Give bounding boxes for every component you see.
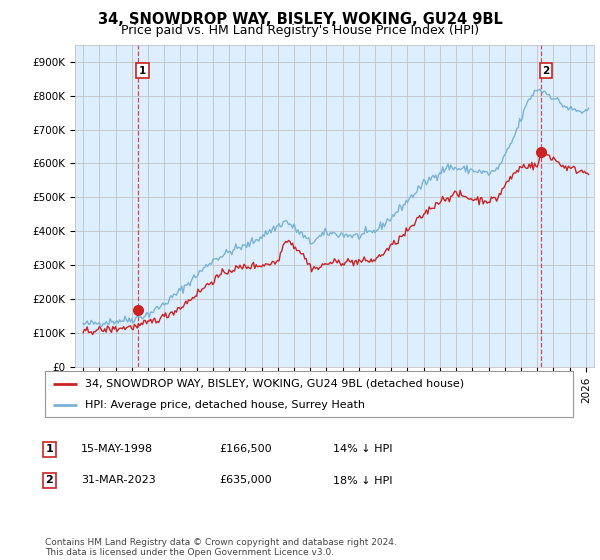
Text: £166,500: £166,500 (219, 444, 272, 454)
Text: £635,000: £635,000 (219, 475, 272, 486)
Text: 14% ↓ HPI: 14% ↓ HPI (333, 444, 392, 454)
Text: 2: 2 (542, 66, 550, 76)
Text: 1: 1 (46, 444, 53, 454)
Text: 15-MAY-1998: 15-MAY-1998 (81, 444, 153, 454)
Text: 34, SNOWDROP WAY, BISLEY, WOKING, GU24 9BL: 34, SNOWDROP WAY, BISLEY, WOKING, GU24 9… (98, 12, 502, 27)
Text: 1: 1 (139, 66, 146, 76)
Text: 18% ↓ HPI: 18% ↓ HPI (333, 475, 392, 486)
Text: Price paid vs. HM Land Registry's House Price Index (HPI): Price paid vs. HM Land Registry's House … (121, 24, 479, 36)
Text: HPI: Average price, detached house, Surrey Heath: HPI: Average price, detached house, Surr… (85, 400, 365, 410)
Text: 2: 2 (46, 475, 53, 486)
Text: 31-MAR-2023: 31-MAR-2023 (81, 475, 156, 486)
Text: Contains HM Land Registry data © Crown copyright and database right 2024.
This d: Contains HM Land Registry data © Crown c… (45, 538, 397, 557)
Text: 34, SNOWDROP WAY, BISLEY, WOKING, GU24 9BL (detached house): 34, SNOWDROP WAY, BISLEY, WOKING, GU24 9… (85, 379, 464, 389)
